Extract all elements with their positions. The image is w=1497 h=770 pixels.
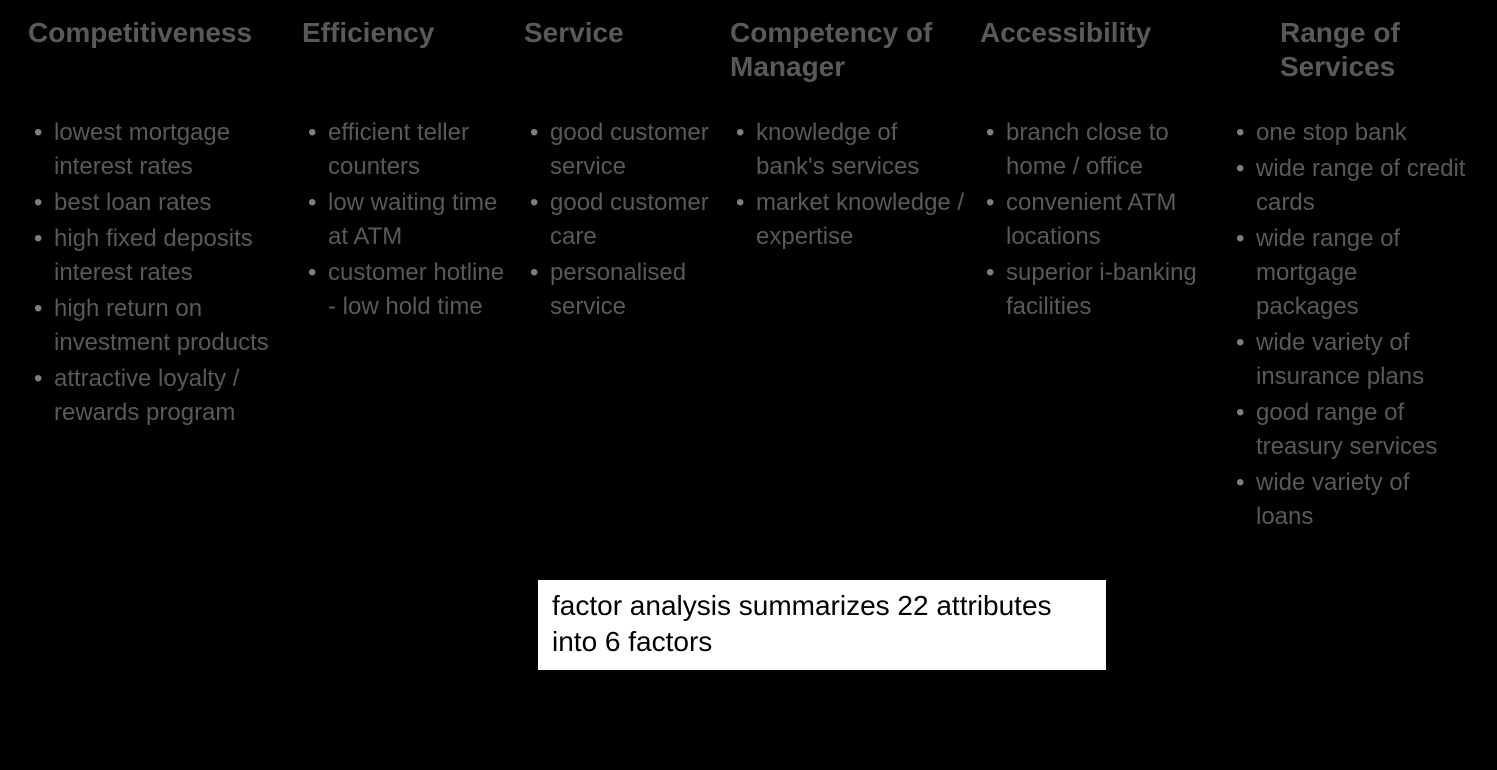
factor-attribute-list: branch close to home / officeconvenient … [980,116,1220,326]
factor-attribute: branch close to home / office [980,116,1220,184]
factor-header: Accessibility [980,12,1220,88]
factor-attribute-list: one stop bankwide range of credit cardsw… [1230,116,1466,536]
factor-header: Competitiveness [28,12,292,88]
factor-attribute: customer hotline - low hold time [302,256,514,324]
factor-attribute: wide range of credit cards [1230,152,1466,220]
columns-container: Competitiveness lowest mortgage interest … [0,0,1497,536]
factor-attribute-list: efficient teller counterslow waiting tim… [302,116,514,326]
factor-attribute: wide range of mortgage packages [1230,222,1466,324]
factor-column: Efficiency efficient teller counterslow w… [302,12,514,326]
factor-attribute: wide variety of insurance plans [1230,326,1466,394]
factor-attribute: superior i-banking facilities [980,256,1220,324]
factor-attribute: good range of treasury services [1230,396,1466,464]
factor-attribute: high fixed deposits interest rates [28,222,292,290]
factor-header: Competency of Manager [730,12,970,88]
factor-attribute: knowledge of bank's services [730,116,970,184]
factor-column: Competency of Manager knowledge of bank's… [730,12,970,256]
factor-attribute: efficient teller counters [302,116,514,184]
factor-column: Accessibility branch close to home / offi… [980,12,1220,326]
factor-column: Competitiveness lowest mortgage interest … [28,12,292,432]
factor-attribute: wide variety of loans [1230,466,1466,534]
factor-attribute: attractive loyalty / rewards program [28,362,292,430]
diagram-canvas: Competitiveness lowest mortgage interest … [0,0,1497,770]
factor-attribute: high return on investment products [28,292,292,360]
factor-attribute-list: lowest mortgage interest ratesbest loan … [28,116,292,432]
factor-attribute: good customer care [524,186,720,254]
factor-attribute: convenient ATM locations [980,186,1220,254]
factor-header: Service [524,12,720,88]
factor-attribute: best loan rates [28,186,292,220]
factor-attribute: market knowledge / expertise [730,186,970,254]
factor-attribute: good customer service [524,116,720,184]
factor-header: Efficiency [302,12,514,88]
factor-attribute: personalised service [524,256,720,324]
factor-column: Range of Servicesone stop bankwide range… [1230,12,1466,536]
callout-text: factor analysis summarizes 22 attributes… [552,590,1052,657]
factor-attribute: lowest mortgage interest rates [28,116,292,184]
factor-column: Service good customer servicegood custome… [524,12,720,326]
factor-attribute: low waiting time at ATM [302,186,514,254]
factor-attribute: one stop bank [1230,116,1466,150]
factor-header: Range of Services [1230,12,1466,88]
factor-attribute-list: good customer servicegood customer carep… [524,116,720,326]
factor-attribute-list: knowledge of bank's servicesmarket knowl… [730,116,970,256]
summary-callout: factor analysis summarizes 22 attributes… [536,578,1108,672]
